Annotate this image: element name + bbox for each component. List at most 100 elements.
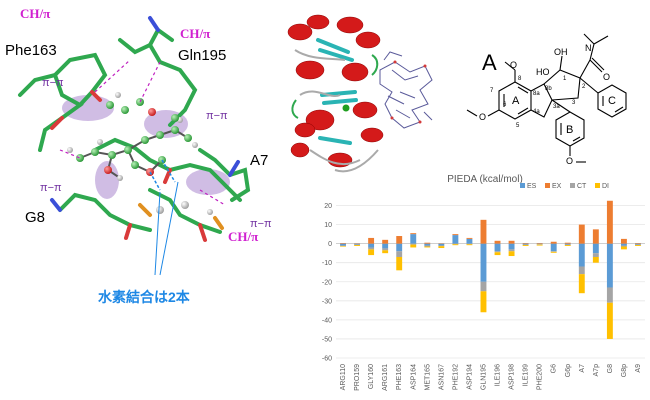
amide-bond bbox=[589, 59, 603, 73]
y-tick-label: 10 bbox=[324, 222, 332, 229]
bar-segment-ct bbox=[340, 245, 346, 247]
bar-segment-ex bbox=[494, 240, 501, 244]
residue-label-a7: A7 bbox=[250, 152, 268, 169]
amide-bond bbox=[589, 43, 595, 61]
bar-segment-ex bbox=[382, 239, 389, 244]
bar-segment-ex bbox=[522, 243, 529, 244]
atom-label: O bbox=[603, 72, 610, 82]
bar-segment-es bbox=[410, 234, 417, 244]
bar-segment-ct bbox=[438, 245, 445, 247]
bar-segment-ct bbox=[466, 243, 473, 245]
atom-label: N bbox=[585, 43, 592, 53]
pi-pi-label: π−π bbox=[250, 218, 272, 230]
x-tick-label: ASN167 bbox=[438, 364, 445, 390]
bar-segment-es bbox=[368, 243, 375, 248]
bar-segment-es bbox=[382, 243, 389, 249]
bar-segment-es bbox=[494, 243, 501, 252]
x-tick-label: A7 bbox=[579, 364, 586, 373]
pi-stack-ellipse bbox=[186, 169, 230, 195]
ring-c bbox=[597, 84, 627, 118]
legend-label: EX bbox=[552, 183, 562, 190]
nitrogen-bonds bbox=[50, 16, 240, 212]
methoxy-bond bbox=[487, 109, 500, 117]
residue-label-phe163: Phe163 bbox=[5, 42, 57, 59]
bar-segment-di bbox=[606, 302, 613, 339]
phosphorus-bonds bbox=[138, 203, 224, 230]
bar-segment-es bbox=[466, 238, 473, 244]
locant: 5 bbox=[516, 123, 520, 129]
bar-segment-di bbox=[550, 251, 557, 253]
hydroxyl-bond bbox=[559, 55, 563, 71]
interaction-lines bbox=[59, 59, 226, 206]
bar-segment-es bbox=[452, 235, 459, 244]
bar-segment-ex bbox=[635, 243, 641, 244]
bar-segment-ct bbox=[410, 243, 417, 245]
chemical-structure-labels: A N O HO OH O O O A B C 8 7 6 5 8a 8b 4a… bbox=[479, 43, 616, 166]
bar-segment-ct bbox=[620, 245, 627, 247]
legend-label: DI bbox=[602, 183, 609, 190]
bar-segment-ex bbox=[340, 243, 346, 244]
bar-segment-di bbox=[368, 249, 375, 256]
locant: 7 bbox=[490, 88, 494, 94]
amide-bond bbox=[579, 59, 591, 79]
bar-segment-di bbox=[396, 256, 403, 271]
bar-segment-es bbox=[340, 243, 346, 246]
bar-segment-ct bbox=[480, 281, 487, 292]
bar-segment-ct bbox=[452, 243, 459, 245]
locant: 3 bbox=[572, 100, 576, 106]
hydrogen-bond-note: 水素結合は2本 bbox=[98, 289, 191, 305]
x-tick-label: ARG110 bbox=[340, 364, 347, 390]
bar-segment-ex bbox=[564, 242, 571, 244]
pi-stack-ellipse bbox=[95, 161, 119, 199]
x-tick-label: ASP194 bbox=[466, 364, 473, 390]
bar-segment-es bbox=[522, 243, 529, 245]
x-tick-label: GLN195 bbox=[480, 364, 487, 390]
bar-segment-es bbox=[550, 243, 557, 252]
aromatic-bond bbox=[572, 136, 581, 142]
bar-segment-di bbox=[522, 244, 529, 246]
aromatic-bond bbox=[614, 106, 624, 113]
chpi-label: CH/π bbox=[20, 6, 50, 21]
bar-segment-ct bbox=[424, 245, 431, 247]
phenyl-bond bbox=[579, 77, 599, 94]
pi-pi-label: π−π bbox=[206, 110, 228, 122]
residue-label-g8: G8 bbox=[25, 209, 45, 226]
dna-oxygen-atoms bbox=[390, 60, 427, 124]
bar-segment-es bbox=[480, 243, 487, 282]
x-tick-label: G6 bbox=[551, 364, 558, 373]
legend-swatch bbox=[520, 183, 525, 188]
bar-segment-ex bbox=[480, 219, 487, 244]
bar-segment-di bbox=[410, 244, 417, 248]
bar-segment-di bbox=[340, 246, 346, 247]
x-tick-label: PHE163 bbox=[396, 364, 403, 390]
bar-segment-di bbox=[438, 246, 445, 249]
bar-segment-ex bbox=[620, 238, 627, 244]
locant: 8a bbox=[533, 91, 540, 97]
bar-segment-es bbox=[438, 243, 445, 246]
bar-segment-di bbox=[564, 244, 571, 246]
legend-label: ES bbox=[527, 183, 537, 190]
ring-label: C bbox=[608, 95, 616, 107]
bar-segment-ct bbox=[606, 287, 613, 303]
residue-label-gln195: Gln195 bbox=[178, 47, 226, 64]
y-tick-label: -40 bbox=[322, 317, 332, 324]
protein-ribbon-structure bbox=[287, 14, 433, 173]
pi-pi-label: π−π bbox=[40, 182, 62, 194]
phenyl-bond bbox=[551, 99, 571, 113]
bar-segment-ct bbox=[508, 249, 515, 252]
bar-segment-es bbox=[620, 243, 627, 246]
bar-segment-ct bbox=[550, 251, 557, 252]
bar-segment-es bbox=[635, 243, 641, 245]
ring-label: B bbox=[566, 124, 573, 136]
bar-segment-es bbox=[578, 243, 585, 267]
pieda-chart: PIEDA (kcal/mol) ES EX CT DI -60 -50 -40 -30 -2… bbox=[322, 174, 645, 391]
interaction-model: CH/π CH/π CH/π Phe163 Gln195 A7 G8 π−π π… bbox=[5, 6, 272, 305]
ligand-atoms bbox=[67, 117, 198, 181]
bar-segment-ex bbox=[606, 200, 613, 244]
bar-segment-di bbox=[508, 251, 515, 257]
atom-label: O bbox=[479, 112, 486, 122]
bar-segment-ex bbox=[466, 237, 473, 239]
pi-pi-label: π−π bbox=[42, 77, 64, 89]
bar-segment-ex bbox=[452, 234, 459, 236]
loops bbox=[294, 49, 379, 173]
